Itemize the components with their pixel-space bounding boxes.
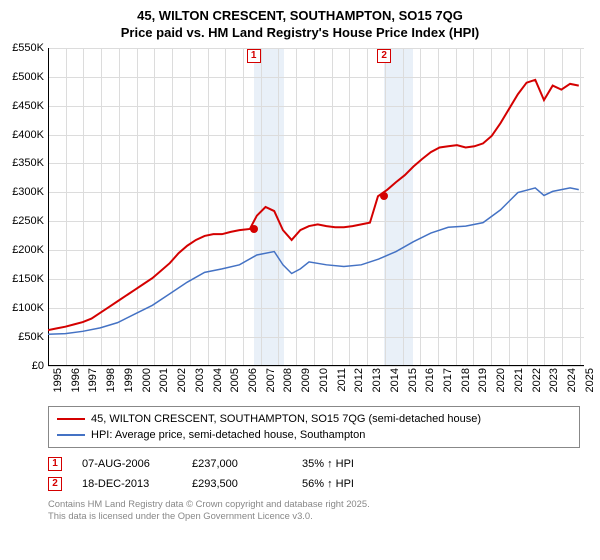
x-tick-label: 2008: [282, 368, 294, 392]
x-tick-label: 2004: [212, 368, 224, 392]
y-tick-label: £200K: [12, 244, 48, 256]
x-tick-label: 2019: [477, 368, 489, 392]
y-tick-label: £0: [32, 360, 48, 372]
legend: 45, WILTON CRESCENT, SOUTHAMPTON, SO15 7…: [48, 406, 580, 448]
x-tick-label: 2007: [265, 368, 277, 392]
legend-label: 45, WILTON CRESCENT, SOUTHAMPTON, SO15 7…: [91, 413, 481, 425]
legend-label: HPI: Average price, semi-detached house,…: [91, 429, 365, 441]
sale-date: 18-DEC-2013: [82, 478, 172, 490]
title-line-1: 45, WILTON CRESCENT, SOUTHAMPTON, SO15 7…: [10, 8, 590, 25]
y-tick-label: £150K: [12, 273, 48, 285]
y-tick-label: £550K: [12, 42, 48, 54]
sale-marker: 2: [377, 49, 391, 63]
x-tick-label: 2000: [141, 368, 153, 392]
x-tick-label: 2015: [407, 368, 419, 392]
x-tick-label: 2011: [336, 368, 348, 392]
x-tick-label: 1998: [105, 368, 117, 392]
sale-price: £237,000: [192, 458, 282, 470]
footer-line-1: Contains HM Land Registry data © Crown c…: [48, 498, 580, 510]
chart-title: 45, WILTON CRESCENT, SOUTHAMPTON, SO15 7…: [10, 8, 590, 42]
y-tick-label: £100K: [12, 302, 48, 314]
title-line-2: Price paid vs. HM Land Registry's House …: [10, 25, 590, 42]
sale-row: 2 18-DEC-2013 £293,500 56% ↑ HPI: [48, 474, 580, 494]
x-tick-label: 1996: [70, 368, 82, 392]
chart-plot-area: £0£50K£100K£150K£200K£250K£300K£350K£400…: [48, 48, 584, 366]
y-tick-label: £500K: [12, 71, 48, 83]
x-tick-label: 2022: [531, 368, 543, 392]
footer: Contains HM Land Registry data © Crown c…: [48, 498, 580, 522]
y-tick-label: £50K: [18, 331, 48, 343]
y-tick-label: £400K: [12, 129, 48, 141]
x-tick-label: 2009: [300, 368, 312, 392]
sale-row: 1 07-AUG-2006 £237,000 35% ↑ HPI: [48, 454, 580, 474]
sale-price: £293,500: [192, 478, 282, 490]
sale-marker-icon: 1: [48, 457, 62, 471]
x-tick-label: 2013: [371, 368, 383, 392]
x-tick-label: 2016: [424, 368, 436, 392]
legend-swatch: [57, 434, 85, 436]
x-tick-label: 2012: [353, 368, 365, 392]
x-tick-label: 2021: [513, 368, 525, 392]
sale-marker-icon: 2: [48, 477, 62, 491]
x-tick-label: 1997: [87, 368, 99, 392]
x-tick-label: 2010: [318, 368, 330, 392]
x-tick-label: 2014: [389, 368, 401, 392]
y-tick-label: £300K: [12, 186, 48, 198]
x-tick-label: 2006: [247, 368, 259, 392]
sale-delta: 35% ↑ HPI: [302, 458, 392, 470]
legend-item-hpi: HPI: Average price, semi-detached house,…: [57, 427, 571, 443]
x-axis: 1995 1996 1997 1998 1999 2000 2001 2002 2003 2004…: [48, 366, 584, 402]
x-tick-label: 2018: [460, 368, 472, 392]
y-tick-label: £450K: [12, 100, 48, 112]
x-tick-label: 2001: [158, 368, 170, 392]
x-tick-label: 2023: [548, 368, 560, 392]
legend-swatch: [57, 418, 85, 420]
x-tick-label: 2025: [584, 368, 596, 392]
chart-container: 45, WILTON CRESCENT, SOUTHAMPTON, SO15 7…: [0, 0, 600, 560]
x-tick-label: 2020: [495, 368, 507, 392]
sales-table: 1 07-AUG-2006 £237,000 35% ↑ HPI 2 18-DEC-201…: [48, 454, 580, 494]
y-tick-label: £250K: [12, 215, 48, 227]
x-tick-label: 1995: [52, 368, 64, 392]
y-tick-label: £350K: [12, 157, 48, 169]
legend-item-property: 45, WILTON CRESCENT, SOUTHAMPTON, SO15 7…: [57, 411, 571, 427]
x-tick-label: 2002: [176, 368, 188, 392]
x-tick-label: 1999: [123, 368, 135, 392]
sale-date: 07-AUG-2006: [82, 458, 172, 470]
x-tick-label: 2005: [229, 368, 241, 392]
x-tick-label: 2003: [194, 368, 206, 392]
footer-line-2: This data is licensed under the Open Gov…: [48, 510, 580, 522]
x-tick-label: 2017: [442, 368, 454, 392]
x-tick-label: 2024: [566, 368, 578, 392]
sale-delta: 56% ↑ HPI: [302, 478, 392, 490]
sale-marker: 1: [247, 49, 261, 63]
